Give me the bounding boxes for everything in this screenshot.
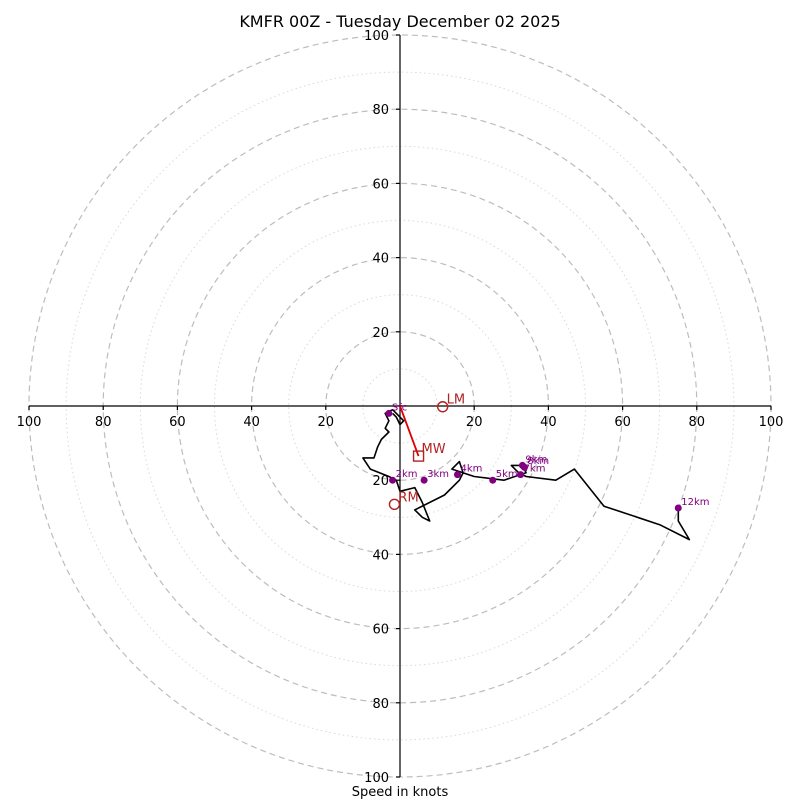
height-marker-dot <box>518 461 526 469</box>
mean-wind-vector <box>399 405 420 457</box>
height-marker-dot <box>389 476 397 484</box>
height-marker-label: 8km <box>527 456 549 467</box>
height-marker-dot <box>385 409 393 417</box>
height-marker-dot <box>420 476 428 484</box>
height-marker-dot <box>674 504 682 512</box>
y-tick-label: 80 <box>372 103 389 118</box>
x-tick-label: 40 <box>540 415 557 430</box>
mean-wind-label: MW <box>422 442 446 457</box>
hodograph-line <box>362 408 691 541</box>
left-mover-label: LM <box>447 393 465 408</box>
y-tick-label: 60 <box>372 177 389 192</box>
storm-motion-markers: MW LM RM <box>388 393 465 511</box>
x-tick-label: 60 <box>614 415 631 430</box>
height-marker-label: 12km <box>681 497 709 508</box>
height-marker-label: 4km <box>461 464 483 475</box>
height-marker-dot <box>489 476 497 484</box>
y-tick-label: 20 <box>372 326 389 341</box>
height-marker-label: 5km <box>496 469 518 480</box>
tick-labels: 100 80 60 40 20 20 40 60 80 100 100 80 60 40 20 20 40 60 8… <box>17 29 784 786</box>
height-marker-dot <box>454 471 462 479</box>
x-tick-label: 100 <box>17 415 42 430</box>
x-tick-label: 40 <box>243 415 260 430</box>
mean-wind-marker <box>412 450 425 462</box>
height-marker-label: Sfc <box>392 402 407 413</box>
x-axis-label: Speed in knots <box>352 785 449 800</box>
chart-title: KMFR 00Z - Tuesday December 02 2025 <box>239 12 560 31</box>
x-tick-label: 100 <box>759 415 784 430</box>
x-tick-label: 20 <box>466 415 483 430</box>
right-mover-label: RM <box>398 490 418 505</box>
height-marker-label: 7km <box>524 464 546 475</box>
right-mover-marker <box>388 498 401 511</box>
y-tick-label: 100 <box>364 771 389 786</box>
height-marker-label: 3km <box>427 469 449 480</box>
y-tick-label: 100 <box>364 29 389 44</box>
y-tick-label: 20 <box>372 474 389 489</box>
height-marker-dot <box>517 471 525 479</box>
x-tick-label: 80 <box>689 415 706 430</box>
y-tick-label: 40 <box>372 252 389 267</box>
left-mover-marker <box>436 401 449 413</box>
y-tick-label: 40 <box>372 548 389 563</box>
height-marker-label: 2km <box>396 469 418 480</box>
y-tick-label: 60 <box>372 623 389 638</box>
x-tick-label: 80 <box>95 415 112 430</box>
x-tick-label: 60 <box>169 415 186 430</box>
mean-wind-line <box>399 405 420 457</box>
x-tick-label: 20 <box>318 415 335 430</box>
height-marker-label: 9km <box>525 454 547 465</box>
hodograph-trace <box>362 408 691 541</box>
y-tick-label: 80 <box>372 697 389 712</box>
